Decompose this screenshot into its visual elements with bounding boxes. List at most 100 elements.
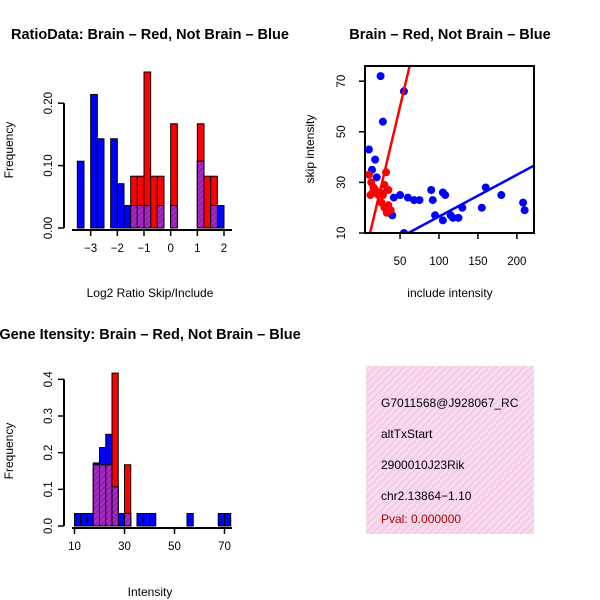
- ratio-overlap-bar: [170, 205, 178, 229]
- ratio-histogram: RatioData: Brain – Red, Not Brain – Blue…: [2, 27, 289, 300]
- scatter-ylabel: skip intensity: [303, 115, 317, 184]
- ratio-blue-bar: [76, 160, 85, 229]
- probe-id: G7011568@J928067_RC: [381, 396, 519, 410]
- ratio-red-bar: [150, 175, 158, 229]
- ratio-overlap-bar: [156, 205, 165, 229]
- ratio-overlap-bar: [136, 205, 145, 229]
- intensity-blue-bar: [217, 513, 225, 527]
- scatter-point-blue: [497, 191, 506, 200]
- scatter-point-red: [365, 170, 373, 179]
- intensity-overlap-bar: [92, 464, 100, 527]
- event-type: altTxStart: [381, 427, 433, 441]
- intensity-y-tick-label: 0.1: [43, 481, 55, 497]
- scatter-point-red: [386, 206, 395, 215]
- gene-name: 2900010J23Rik: [381, 458, 465, 472]
- scatter-point-blue: [428, 196, 437, 205]
- scatter-point-blue: [372, 173, 381, 182]
- intensity-blue-bar: [224, 513, 232, 527]
- ratio-ylabel: Frequency: [2, 122, 16, 179]
- ratio-y-axis: 0.00 0.10 0.20: [43, 92, 65, 239]
- intensity-blue-bar: [136, 513, 144, 527]
- ratio-blue-bar: [216, 205, 225, 229]
- intensity-scatter: Brain – Red, Not Brain – Blue include in…: [303, 27, 551, 300]
- ratio-blue-bar: [116, 183, 125, 229]
- scatter-point-red: [366, 191, 375, 200]
- scatter-point-blue: [371, 155, 380, 164]
- info-box-background: [366, 366, 534, 534]
- intensity-blue-bar: [86, 513, 94, 527]
- scatter-y-tick-label: 70: [336, 75, 348, 88]
- intensity-x-tick-label: 50: [168, 541, 181, 553]
- scatter-x-tick-label: 200: [507, 256, 526, 268]
- intensity-xlabel: Intensity: [128, 585, 173, 599]
- intensity-overlap-bar: [105, 464, 113, 527]
- scatter-y-tick-label: 10: [336, 227, 348, 240]
- intensity-axes: 0.0 0.1 0.2 0.3 0.4 10 30 50 70: [43, 371, 232, 553]
- ratio-x-tick-label: 1: [194, 243, 200, 255]
- ratio-xlabel: Log2 Ratio Skip/Include: [87, 286, 214, 300]
- intensity-x-tick-label: 30: [118, 541, 131, 553]
- ratio-x-tick-label: −1: [137, 243, 150, 255]
- ratio-x-tick-label: −2: [111, 243, 124, 255]
- fit-line-red: [368, 66, 411, 233]
- scatter-point-blue: [389, 193, 398, 202]
- scatter-point-blue: [376, 72, 385, 81]
- intensity-x-tick-label: 70: [218, 541, 231, 553]
- ratio-x-tick-label: 2: [221, 243, 227, 255]
- ratio-axes: 0.00 0.10 0.20 −3 −2 −1 0 1 2: [43, 92, 232, 255]
- scatter-y-tick-label: 50: [336, 125, 348, 138]
- intensity-y-tick-label: 0.4: [43, 371, 55, 388]
- scatter-point-blue: [365, 145, 373, 154]
- ratio-x-axis: −3 −2 −1 0 1 2: [72, 229, 232, 255]
- intensity-y-tick-label: 0.0: [43, 518, 55, 534]
- ratio-y-tick-label: 0.00: [43, 217, 55, 239]
- ratio-red-bar: [203, 175, 212, 229]
- scatter-point-red: [377, 198, 386, 207]
- scatter-point-red: [384, 185, 393, 194]
- scatter-point-blue: [438, 216, 447, 225]
- intensity-overlap-bar: [111, 486, 119, 527]
- scatter-point-red: [378, 191, 387, 200]
- intensity-y-tick-label: 0.3: [43, 408, 55, 424]
- intensity-blue-bar: [149, 513, 157, 527]
- intensity-y-tick-label: 0.2: [43, 445, 55, 461]
- scatter-plot-area: 50 100 150 200 10 30 50 70: [336, 65, 535, 268]
- scatter-point-blue: [477, 203, 486, 212]
- fit-line-blue: [405, 164, 534, 233]
- ratio-overlap-bar: [196, 160, 205, 229]
- genomic-location: chr2.13864−1.10: [381, 489, 472, 503]
- intensity-bars: [74, 372, 232, 527]
- ratio-red-bar: [143, 71, 152, 229]
- intensity-y-axis: 0.0 0.1 0.2 0.3 0.4: [43, 371, 65, 534]
- ratio-title: RatioData: Brain – Red, Not Brain – Blue: [11, 27, 289, 43]
- info-box: G7011568@J928067_RC altTxStart 2900010J2…: [366, 366, 534, 534]
- ratio-x-tick-label: 0: [167, 243, 173, 255]
- intensity-ylabel: Frequency: [2, 423, 16, 480]
- scatter-x-tick-label: 150: [468, 256, 487, 268]
- ratio-overlap-bar: [143, 205, 152, 229]
- scatter-point-blue: [403, 193, 412, 202]
- ratio-y-tick-label: 0.10: [43, 154, 55, 176]
- scatter-xlabel: include intensity: [407, 286, 492, 300]
- ratio-blue-bar: [90, 93, 98, 229]
- intensity-blue-bar: [74, 513, 82, 527]
- intensity-blue-bar: [117, 513, 125, 527]
- ratio-blue-bar: [123, 205, 132, 229]
- intensity-x-tick-label: 10: [68, 541, 81, 553]
- ratio-y-tick-label: 0.20: [43, 92, 55, 114]
- intensity-overlap-bar: [124, 513, 132, 527]
- scatter-x-tick-label: 50: [394, 256, 407, 268]
- scatter-point-blue: [449, 213, 458, 222]
- scatter-point-blue: [441, 191, 450, 200]
- ratio-overlap-bar: [130, 205, 138, 229]
- scatter-point-blue: [396, 191, 405, 200]
- scatter-frame: [364, 65, 535, 234]
- intensity-title: Gene Itensity: Brain – Red, Not Brain – …: [0, 327, 301, 343]
- intensity-blue-bar: [80, 513, 88, 527]
- scatter-point-blue: [427, 185, 436, 194]
- p-value: Pval: 0.000000: [381, 512, 461, 526]
- intensity-overlap-bar: [99, 464, 107, 527]
- scatter-y-tick-label: 30: [336, 176, 348, 189]
- scatter-point-blue: [520, 206, 529, 215]
